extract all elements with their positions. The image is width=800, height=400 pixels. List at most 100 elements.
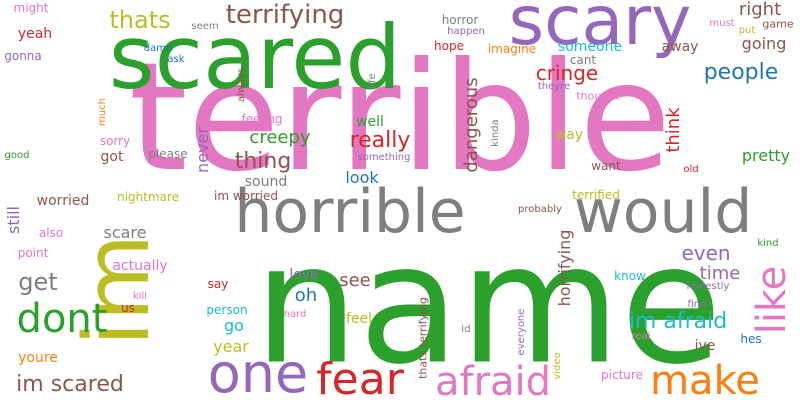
word-say: say [207, 277, 229, 291]
word-everyone: everyone [516, 308, 527, 356]
word-scared: scared [108, 6, 402, 109]
word-thought: thought [576, 89, 620, 103]
word-cant: cant [569, 53, 597, 67]
word-im-afraid: im afraid [628, 309, 728, 334]
word-sorry: sorry [99, 134, 131, 148]
word-yeah: yeah [17, 26, 53, 42]
word-time: time [699, 263, 741, 284]
word-much: much [97, 98, 108, 126]
word-point: point [17, 246, 49, 260]
word-feeling: feeling [241, 112, 283, 126]
word-thats-terrifying: thats terrifying [416, 297, 430, 379]
word-feel: feel [345, 311, 373, 327]
word-way: way [554, 127, 584, 143]
word-afraid: afraid [434, 359, 552, 400]
word-seem: seem [191, 21, 219, 32]
word-picture: picture [601, 368, 643, 382]
word-find: find [687, 299, 707, 310]
word-away: away [661, 39, 699, 55]
word-good: good [4, 150, 30, 161]
word-also: also [38, 226, 64, 240]
word-thats: thats [109, 6, 171, 34]
word-ask: ask [167, 54, 185, 65]
word-actually: actually [112, 258, 168, 274]
word-us: us [121, 301, 135, 315]
word-old: old [683, 164, 699, 175]
word-probably: probably [518, 204, 562, 215]
word-real: real [631, 331, 651, 342]
word-name: name [254, 208, 722, 400]
word-happen: happen [447, 26, 485, 37]
word-going: going [741, 34, 787, 53]
word-damn: damn [143, 43, 173, 54]
word-kinda: kinda [490, 119, 501, 147]
word-kind: kind [757, 238, 779, 249]
word-terrified: terrified [572, 188, 620, 202]
word-never: never [193, 127, 212, 173]
word-hes: hes [740, 332, 762, 346]
word-see: see [339, 270, 371, 291]
word-imagine: imagine [487, 42, 537, 56]
word-please: please [148, 147, 188, 161]
word-might: might [13, 1, 49, 15]
word-would: would [573, 177, 753, 247]
word-terrifying: terrifying [225, 0, 345, 30]
word-horrible: horrible [234, 177, 466, 247]
word-id: id [461, 324, 471, 335]
word-someone: someone [557, 39, 623, 55]
word-person: person [206, 303, 248, 317]
word-look: look [345, 168, 379, 187]
word-want: want [591, 159, 621, 173]
word-right: right [738, 0, 782, 20]
word-theyre: theyre [537, 81, 571, 92]
word-youre: youre [18, 350, 58, 366]
word-like: like [749, 265, 795, 335]
word-thing: thing [234, 149, 292, 174]
word-scary: scary [508, 0, 692, 61]
word-horror: horror [441, 13, 479, 27]
word-creepy: creepy [249, 127, 311, 148]
word-really: really [349, 128, 411, 153]
word-hard: hard [283, 309, 307, 320]
word-get: get [18, 268, 58, 296]
word-terrible: terrible [128, 31, 672, 205]
word-video: video [552, 352, 563, 380]
word-ive: ive [694, 338, 716, 354]
word-put: put [738, 25, 756, 36]
word-still: still [4, 206, 23, 234]
word-nightmare: nightmare [117, 190, 179, 204]
word-think: think [663, 107, 684, 153]
word-honestly: honestly [686, 281, 730, 292]
word-people: people [703, 60, 779, 85]
word-something: something [357, 152, 411, 163]
word-scare: scare [103, 223, 147, 242]
word-dont: dont [16, 296, 108, 342]
word-even: even [681, 241, 731, 265]
word-gonna: gonna [4, 49, 42, 63]
word-make: make [650, 358, 760, 400]
word-one: one [207, 342, 309, 400]
word-always: always [236, 67, 247, 103]
word-worried: worried [36, 193, 90, 209]
word-fear: fear [316, 354, 404, 400]
word-hope: hope [434, 39, 464, 53]
word-cringe: cringe [535, 61, 599, 85]
word-love: love [289, 267, 319, 283]
word-im-scared: im scared [16, 372, 124, 397]
word-pretty: pretty [741, 146, 791, 165]
word-life: life [367, 73, 378, 89]
word-sound: sound [244, 174, 288, 190]
word-game: game [762, 17, 794, 31]
word-dangerous: dangerous [461, 77, 482, 173]
word-im-worried: im worried [214, 189, 278, 203]
word-oh: oh [294, 285, 318, 306]
word-well: well [356, 114, 384, 130]
word-know: know [614, 269, 646, 283]
word-must: must [709, 18, 735, 29]
word-go: go [224, 316, 244, 335]
word-horrifying: horrifying [555, 229, 574, 307]
word-year: year [213, 337, 249, 356]
word-got: got [100, 149, 124, 165]
word-kill: kill [132, 291, 148, 302]
